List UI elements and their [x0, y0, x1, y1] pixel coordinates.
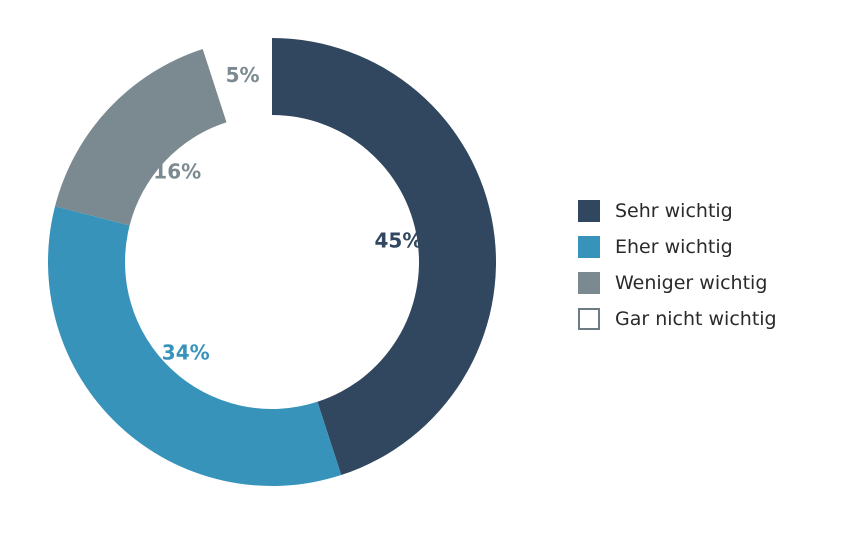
donut-slice-sehr-wichtig	[272, 38, 496, 476]
legend-item-weniger-wichtig: Weniger wichtig	[578, 265, 777, 301]
data-label-weniger-wichtig: 16%	[153, 160, 201, 184]
legend-label-sehr-wichtig: Sehr wichtig	[615, 200, 733, 222]
legend-item-sehr-wichtig: Sehr wichtig	[578, 193, 777, 229]
donut-slice-eher-wichtig	[47, 206, 342, 487]
legend-item-eher-wichtig: Eher wichtig	[578, 229, 777, 265]
data-label-gar-nicht-wichtig: 5%	[226, 63, 260, 87]
legend: Sehr wichtig Eher wichtig Weniger wichti…	[578, 193, 777, 337]
legend-swatch-gar-nicht-wichtig	[578, 308, 600, 330]
legend-swatch-weniger-wichtig	[578, 272, 600, 294]
legend-swatch-sehr-wichtig	[578, 200, 600, 222]
data-label-sehr-wichtig: 45%	[374, 228, 422, 252]
data-label-eher-wichtig: 34%	[162, 340, 210, 364]
donut-slice-gar-nicht-wichtig	[202, 38, 272, 123]
legend-label-weniger-wichtig: Weniger wichtig	[615, 272, 768, 294]
donut-slice-weniger-wichtig	[55, 48, 227, 226]
legend-label-gar-nicht-wichtig: Gar nicht wichtig	[615, 308, 777, 330]
legend-label-eher-wichtig: Eher wichtig	[615, 236, 733, 258]
legend-swatch-eher-wichtig	[578, 236, 600, 258]
legend-item-gar-nicht-wichtig: Gar nicht wichtig	[578, 301, 777, 337]
